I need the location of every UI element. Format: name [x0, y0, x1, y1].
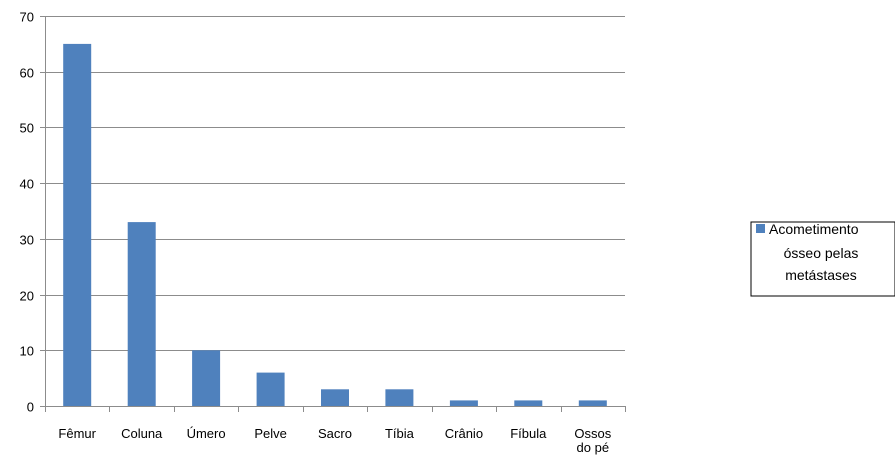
- x-tick-label-line: Fíbula: [510, 426, 547, 441]
- x-tick-label: Sacro: [318, 426, 352, 441]
- y-tick-label: 0: [27, 400, 34, 415]
- x-tick-label: Coluna: [121, 426, 163, 441]
- x-tick-label: Crânio: [445, 426, 483, 441]
- bar: [578, 400, 607, 406]
- bar: [449, 400, 478, 406]
- x-axis-tick-labels: Fêmur Coluna Úmero Pelve Sacro Tíbia Crânio Fíb…: [58, 426, 611, 455]
- y-tick-label: 20: [20, 289, 34, 304]
- y-tick-label: 60: [20, 66, 34, 81]
- bar: [321, 389, 349, 406]
- y-tick-label: 30: [20, 233, 34, 248]
- legend-label-line-3: metástases: [785, 267, 857, 283]
- bar: [192, 350, 221, 406]
- x-tick-label: Pelve: [254, 426, 287, 441]
- legend: Acometimento ósseo pelas metástases: [750, 221, 895, 297]
- x-tick-label-line: Tíbia: [385, 426, 415, 441]
- x-tick-label: Ossos do pé: [574, 426, 611, 455]
- bar: [385, 389, 414, 406]
- legend-label-line-2: ósseo pelas: [784, 245, 859, 261]
- legend-swatch: [756, 224, 765, 233]
- x-tick-label-line: do pé: [577, 440, 610, 455]
- axes: [40, 16, 626, 412]
- x-tick-label: Tíbia: [385, 426, 415, 441]
- bar: [127, 222, 156, 406]
- bar: [514, 400, 543, 406]
- x-tick-label-line: Crânio: [445, 426, 483, 441]
- y-axis-tick-labels: 0 10 20 30 40 50 60 70: [20, 10, 34, 415]
- bars: [63, 43, 607, 407]
- y-tick-label: 50: [20, 121, 34, 136]
- x-tick-label: Úmero: [187, 426, 226, 441]
- bar: [256, 372, 285, 406]
- x-tick-label: Fíbula: [510, 426, 547, 441]
- legend-label-line-1: Acometimento: [769, 221, 859, 237]
- x-tick-label-line: Ossos: [574, 426, 611, 441]
- x-tick-label-line: Coluna: [121, 426, 163, 441]
- x-tick-label-line: Sacro: [318, 426, 352, 441]
- x-tick-label-line: Fêmur: [58, 426, 96, 441]
- bar: [63, 43, 92, 407]
- x-tick-label-line: Úmero: [187, 426, 226, 441]
- y-tick-label: 40: [20, 177, 34, 192]
- legend-box: [750, 221, 895, 297]
- x-tick-label: Fêmur: [58, 426, 96, 441]
- x-tick-label-line: Pelve: [254, 426, 287, 441]
- y-tick-label: 70: [20, 10, 34, 25]
- y-tick-label: 10: [20, 344, 34, 359]
